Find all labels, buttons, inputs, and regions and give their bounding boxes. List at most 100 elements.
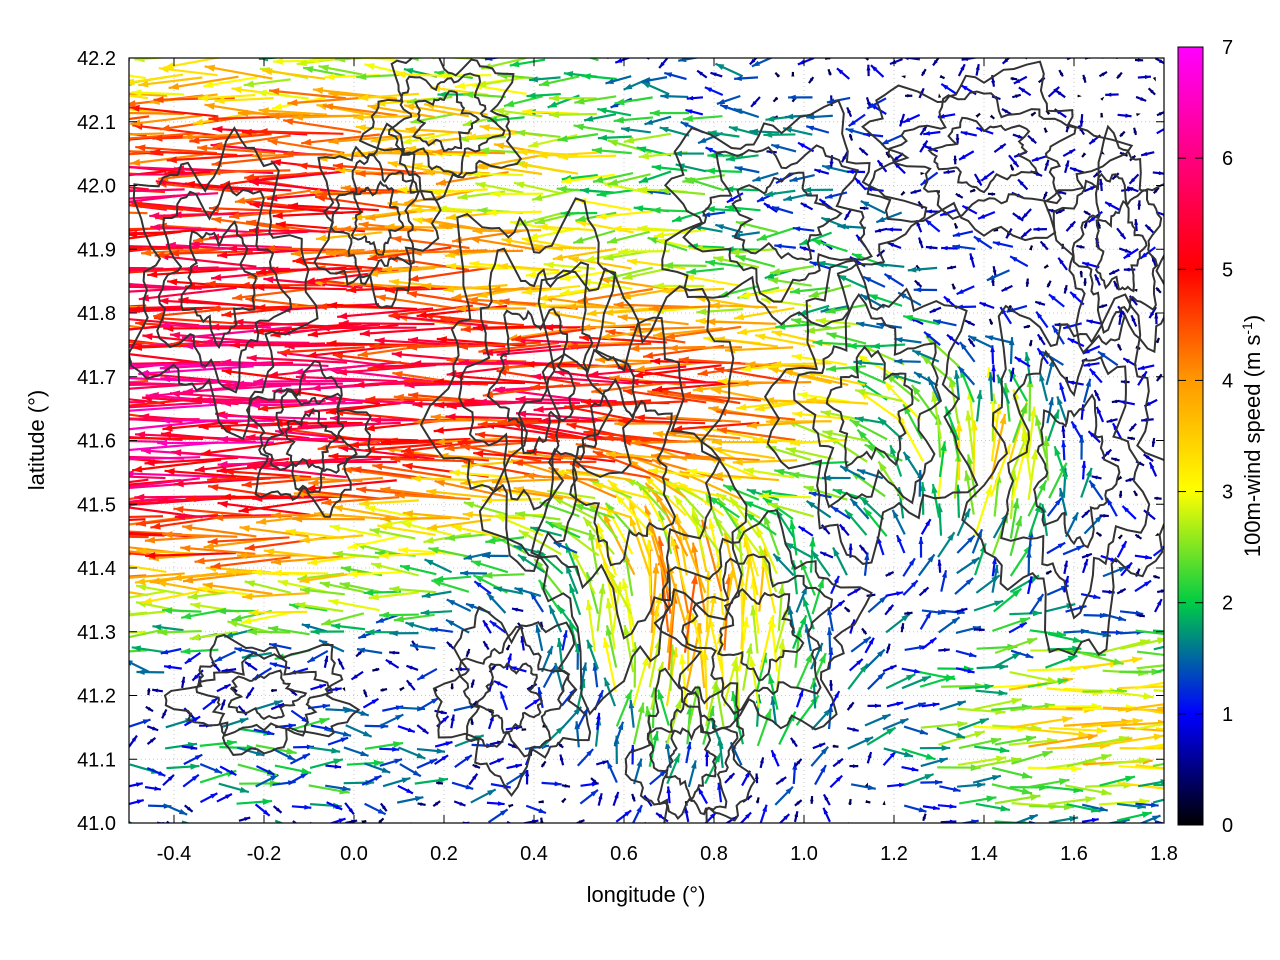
wind-vector-head [500, 691, 506, 699]
wind-vector [849, 366, 886, 385]
wind-vector-head [911, 766, 919, 772]
wind-vector [1153, 783, 1164, 787]
wind-vector-head [623, 624, 631, 636]
wind-vector-head [597, 690, 603, 698]
wind-vector [810, 746, 829, 767]
wind-vector [1153, 645, 1164, 651]
wind-vector-head [935, 779, 943, 785]
wind-vector [739, 811, 752, 823]
wind-vector-head [389, 650, 395, 655]
wind-vector-head [1131, 656, 1143, 664]
wind-vector [864, 713, 892, 727]
wind-vector-head [624, 810, 632, 817]
wind-vector-shaft [129, 628, 164, 639]
wind-vector [129, 594, 130, 597]
wind-vector-head [1019, 622, 1027, 629]
wind-vector [152, 688, 164, 693]
wind-vector-head [342, 785, 351, 792]
wind-vector-head [487, 789, 496, 796]
wind-vector-head [134, 493, 145, 501]
wind-vector-head [53, 454, 63, 461]
wind-vector [1152, 762, 1164, 768]
wind-vector-shaft [129, 515, 164, 519]
wind-vector-head [1113, 658, 1124, 665]
wind-vector-head [598, 793, 603, 800]
wind-vector [561, 784, 571, 788]
wind-vector-head [376, 617, 385, 623]
wind-vector [1148, 461, 1158, 477]
wind-vector-head [97, 404, 107, 411]
wind-vector [993, 587, 1023, 613]
wind-vector-head [1020, 403, 1027, 414]
wind-vector [918, 536, 924, 558]
wind-vector [922, 805, 940, 811]
wind-vector [848, 822, 850, 823]
wind-vector [347, 535, 401, 550]
wind-vector [362, 689, 368, 698]
wind-vector-head [81, 452, 91, 459]
wind-vector-head [976, 782, 986, 788]
wind-vector-shaft [697, 623, 706, 689]
wind-vector-shaft [309, 821, 312, 823]
wind-vector [446, 641, 455, 650]
wind-vector [972, 774, 1002, 784]
wind-vector-head [150, 522, 161, 530]
wind-vector-head [1011, 697, 1022, 705]
wind-vector-head [820, 746, 829, 755]
wind-vector-head [1167, 785, 1177, 792]
wind-vector-head [246, 628, 258, 636]
wind-vector [958, 737, 1002, 750]
wind-vector [1080, 593, 1101, 600]
wind-vector [1028, 733, 1098, 748]
wind-vector-head [862, 637, 871, 644]
wind-vector-shaft [905, 824, 912, 833]
wind-vector [486, 801, 505, 806]
wind-vector-head [446, 641, 453, 648]
wind-vector-head [348, 808, 354, 815]
wind-vector-head [440, 710, 447, 715]
wind-vector-head [83, 583, 93, 590]
wind-vector [901, 667, 922, 674]
wind-vector [1083, 362, 1100, 367]
wind-vector [379, 758, 403, 767]
wind-vector-head [392, 741, 404, 748]
wind-vector [540, 760, 547, 768]
wind-vector [621, 578, 636, 631]
wind-vector-head [690, 573, 698, 585]
wind-vector [959, 683, 994, 690]
wind-vector-shaft [1118, 685, 1164, 690]
wind-vector [181, 745, 198, 750]
wind-vector-head [334, 764, 342, 769]
wind-vector-head [381, 767, 391, 773]
wind-vector [592, 662, 599, 688]
wind-vector [180, 647, 219, 655]
wind-vector-head [152, 624, 162, 631]
wind-vector [554, 662, 564, 692]
wind-vector-head [628, 699, 635, 709]
wind-vector [850, 783, 876, 791]
wind-vector-head [389, 630, 398, 637]
wind-vector [364, 741, 404, 750]
wind-vector [885, 673, 916, 690]
wind-vector-head [889, 751, 897, 758]
wind-vector-head [1076, 545, 1084, 551]
wind-vector [1064, 784, 1112, 796]
wind-vector [1067, 337, 1085, 348]
wind-vector [809, 824, 815, 827]
wind-vector-head [296, 826, 305, 832]
wind-vector-head [900, 623, 905, 629]
wind-vector-head [371, 698, 379, 705]
wind-vector-head [1132, 717, 1143, 725]
wind-vector [865, 782, 869, 787]
wind-vector-head [1150, 802, 1159, 808]
wind-vector [414, 777, 449, 785]
wind-vector [822, 807, 831, 823]
wind-vector [434, 740, 453, 748]
wind-vector-shaft [129, 610, 131, 613]
wind-vector [885, 643, 891, 654]
wind-vector [704, 752, 722, 785]
wind-vector [416, 747, 446, 754]
wind-vector [633, 758, 643, 785]
wind-vector-head [714, 682, 722, 693]
wind-vector-head [1057, 396, 1063, 406]
